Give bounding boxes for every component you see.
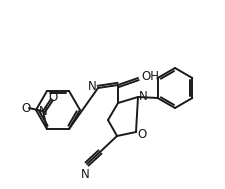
Text: OH: OH <box>141 70 159 84</box>
Text: N: N <box>81 168 89 181</box>
Text: N: N <box>139 90 148 102</box>
Text: O: O <box>137 128 146 140</box>
Text: N: N <box>39 105 47 118</box>
Text: N: N <box>88 80 97 92</box>
Text: O: O <box>21 101 31 115</box>
Text: O: O <box>48 91 58 104</box>
